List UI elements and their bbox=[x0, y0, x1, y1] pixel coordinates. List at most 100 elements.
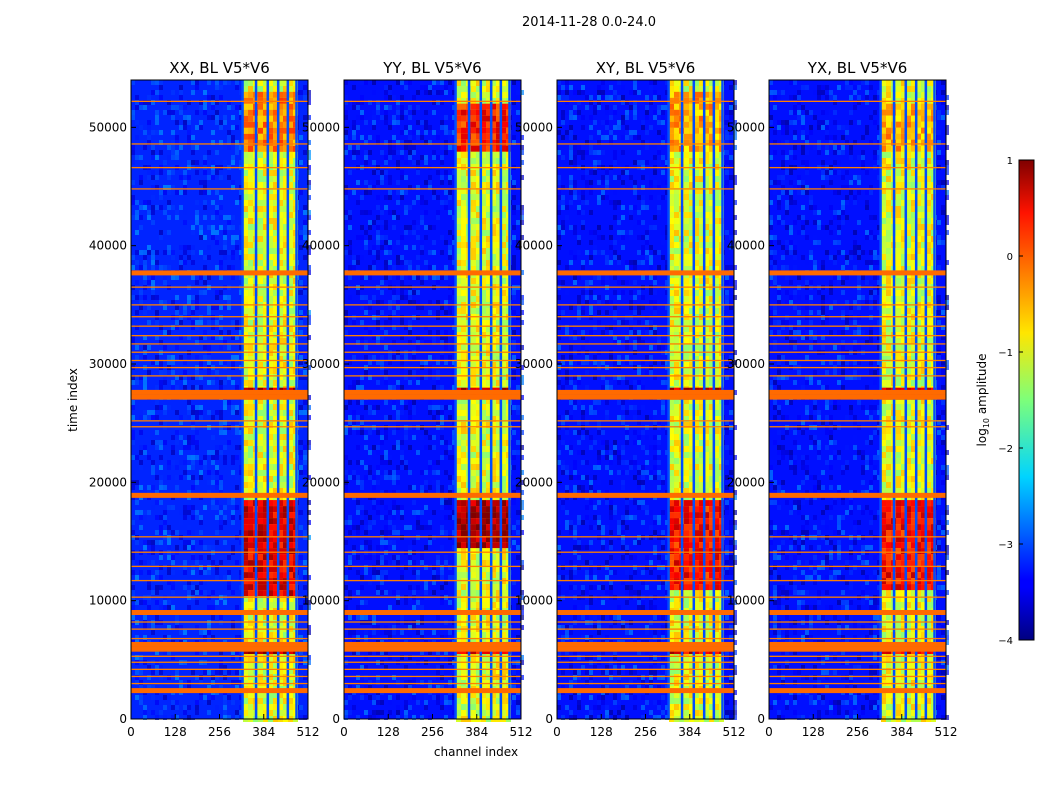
heatmap-cell bbox=[215, 515, 219, 520]
heatmap-bright-cell bbox=[258, 692, 264, 698]
heatmap-cell bbox=[444, 150, 448, 155]
heatmap-cell bbox=[135, 260, 139, 265]
heatmap-cell bbox=[396, 295, 400, 300]
heatmap-cell bbox=[191, 145, 195, 150]
heatmap-cell bbox=[444, 130, 448, 135]
heatmap-cell bbox=[396, 260, 400, 265]
heatmap-cell bbox=[404, 125, 408, 130]
heatmap-cell bbox=[392, 385, 396, 390]
heatmap-cell bbox=[344, 210, 348, 215]
heatmap-cell bbox=[131, 370, 135, 375]
heatmap-cell bbox=[179, 125, 183, 130]
heatmap-cell bbox=[191, 505, 195, 510]
heatmap-cell bbox=[344, 115, 348, 120]
heatmap-cell bbox=[448, 175, 452, 180]
heatmap-cell bbox=[175, 490, 179, 495]
heatmap-cell bbox=[235, 655, 239, 660]
flag-row-minor bbox=[131, 143, 308, 145]
heatmap-cell bbox=[299, 605, 303, 610]
heatmap-cell bbox=[376, 335, 380, 340]
heatmap-cell bbox=[299, 440, 303, 445]
heatmap-cell bbox=[215, 230, 219, 235]
heatmap-cell bbox=[392, 340, 396, 345]
heatmap-bright-cell bbox=[258, 158, 264, 164]
heatmap-cell bbox=[416, 450, 420, 455]
heatmap-cell bbox=[175, 715, 179, 720]
heatmap-cell bbox=[512, 340, 516, 345]
heatmap-cell bbox=[187, 475, 191, 480]
heatmap-hot-cell bbox=[273, 548, 279, 555]
heatmap-cell bbox=[175, 310, 179, 315]
heatmap-cell bbox=[516, 125, 520, 130]
heatmap-cell bbox=[179, 105, 183, 110]
heatmap-cell bbox=[159, 485, 163, 490]
heatmap-bright-cell bbox=[283, 464, 289, 470]
heatmap-cell bbox=[139, 215, 143, 220]
heatmap-cell bbox=[187, 355, 191, 360]
heatmap-cell bbox=[303, 85, 307, 90]
heatmap-cell bbox=[179, 630, 183, 635]
heatmap-cell bbox=[175, 430, 179, 435]
heatmap-cell bbox=[440, 410, 444, 415]
heatmap-cell bbox=[307, 185, 311, 190]
heatmap-cell bbox=[155, 430, 159, 435]
heatmap-cell bbox=[388, 245, 392, 250]
heatmap-bright-cell bbox=[258, 668, 264, 674]
heatmap-bright-cell bbox=[283, 344, 289, 350]
heatmap-bright-cell bbox=[283, 170, 289, 176]
heatmap-bright-cell bbox=[273, 158, 279, 164]
heatmap-cell bbox=[143, 560, 147, 565]
heatmap-cell bbox=[400, 460, 404, 465]
heatmap-cell bbox=[520, 375, 524, 380]
heatmap-hot-cell bbox=[268, 121, 274, 128]
heatmap-bright-cell bbox=[258, 176, 264, 182]
heatmap-cell bbox=[303, 115, 307, 120]
heatmap-cell bbox=[231, 320, 235, 325]
heatmap-cell bbox=[219, 85, 223, 90]
heatmap-cell bbox=[404, 145, 408, 150]
heatmap-cell bbox=[167, 505, 171, 510]
heatmap-bright-cell bbox=[288, 446, 294, 452]
heatmap-cell bbox=[303, 715, 307, 720]
heatmap-cell bbox=[231, 315, 235, 320]
heatmap-cell bbox=[384, 455, 388, 460]
heatmap-bright-cell bbox=[258, 86, 264, 92]
heatmap-bright-cell bbox=[263, 602, 269, 608]
heatmap-cell bbox=[520, 145, 524, 150]
heatmap-cell bbox=[191, 425, 195, 430]
heatmap-cell bbox=[135, 215, 139, 220]
heatmap-cell bbox=[195, 370, 199, 375]
heatmap-cell bbox=[239, 195, 243, 200]
heatmap-cell bbox=[396, 445, 400, 450]
heatmap-cell bbox=[231, 510, 235, 515]
heatmap-bright-cell bbox=[273, 356, 279, 362]
heatmap-bright-cell bbox=[268, 428, 274, 434]
heatmap-cell bbox=[239, 515, 243, 520]
heatmap-cell bbox=[388, 195, 392, 200]
heatmap-bright-cell bbox=[283, 458, 289, 464]
heatmap-cell bbox=[159, 565, 163, 570]
heatmap-cell bbox=[404, 465, 408, 470]
heatmap-cell bbox=[179, 680, 183, 685]
heatmap-bright-cell bbox=[243, 254, 249, 260]
heatmap-cell bbox=[159, 140, 163, 145]
heatmap-bright-cell bbox=[283, 710, 289, 716]
heatmap-cell bbox=[223, 710, 227, 715]
heatmap-cell bbox=[408, 380, 412, 385]
heatmap-cell bbox=[408, 205, 412, 210]
heatmap-cell bbox=[223, 360, 227, 365]
heatmap-cell bbox=[171, 380, 175, 385]
heatmap-cell bbox=[219, 430, 223, 435]
heatmap-cell bbox=[452, 90, 456, 95]
heatmap-cell bbox=[227, 425, 231, 430]
heatmap-cell bbox=[396, 190, 400, 195]
heatmap-cell bbox=[131, 255, 135, 260]
heatmap-cell bbox=[444, 190, 448, 195]
heatmap-cell bbox=[195, 375, 199, 380]
heatmap-cell bbox=[227, 230, 231, 235]
heatmap-cell bbox=[432, 195, 436, 200]
heatmap-cell bbox=[396, 80, 400, 85]
heatmap-bright-cell bbox=[288, 458, 294, 464]
heatmap-cell bbox=[187, 435, 191, 440]
heatmap-cell bbox=[416, 120, 420, 125]
